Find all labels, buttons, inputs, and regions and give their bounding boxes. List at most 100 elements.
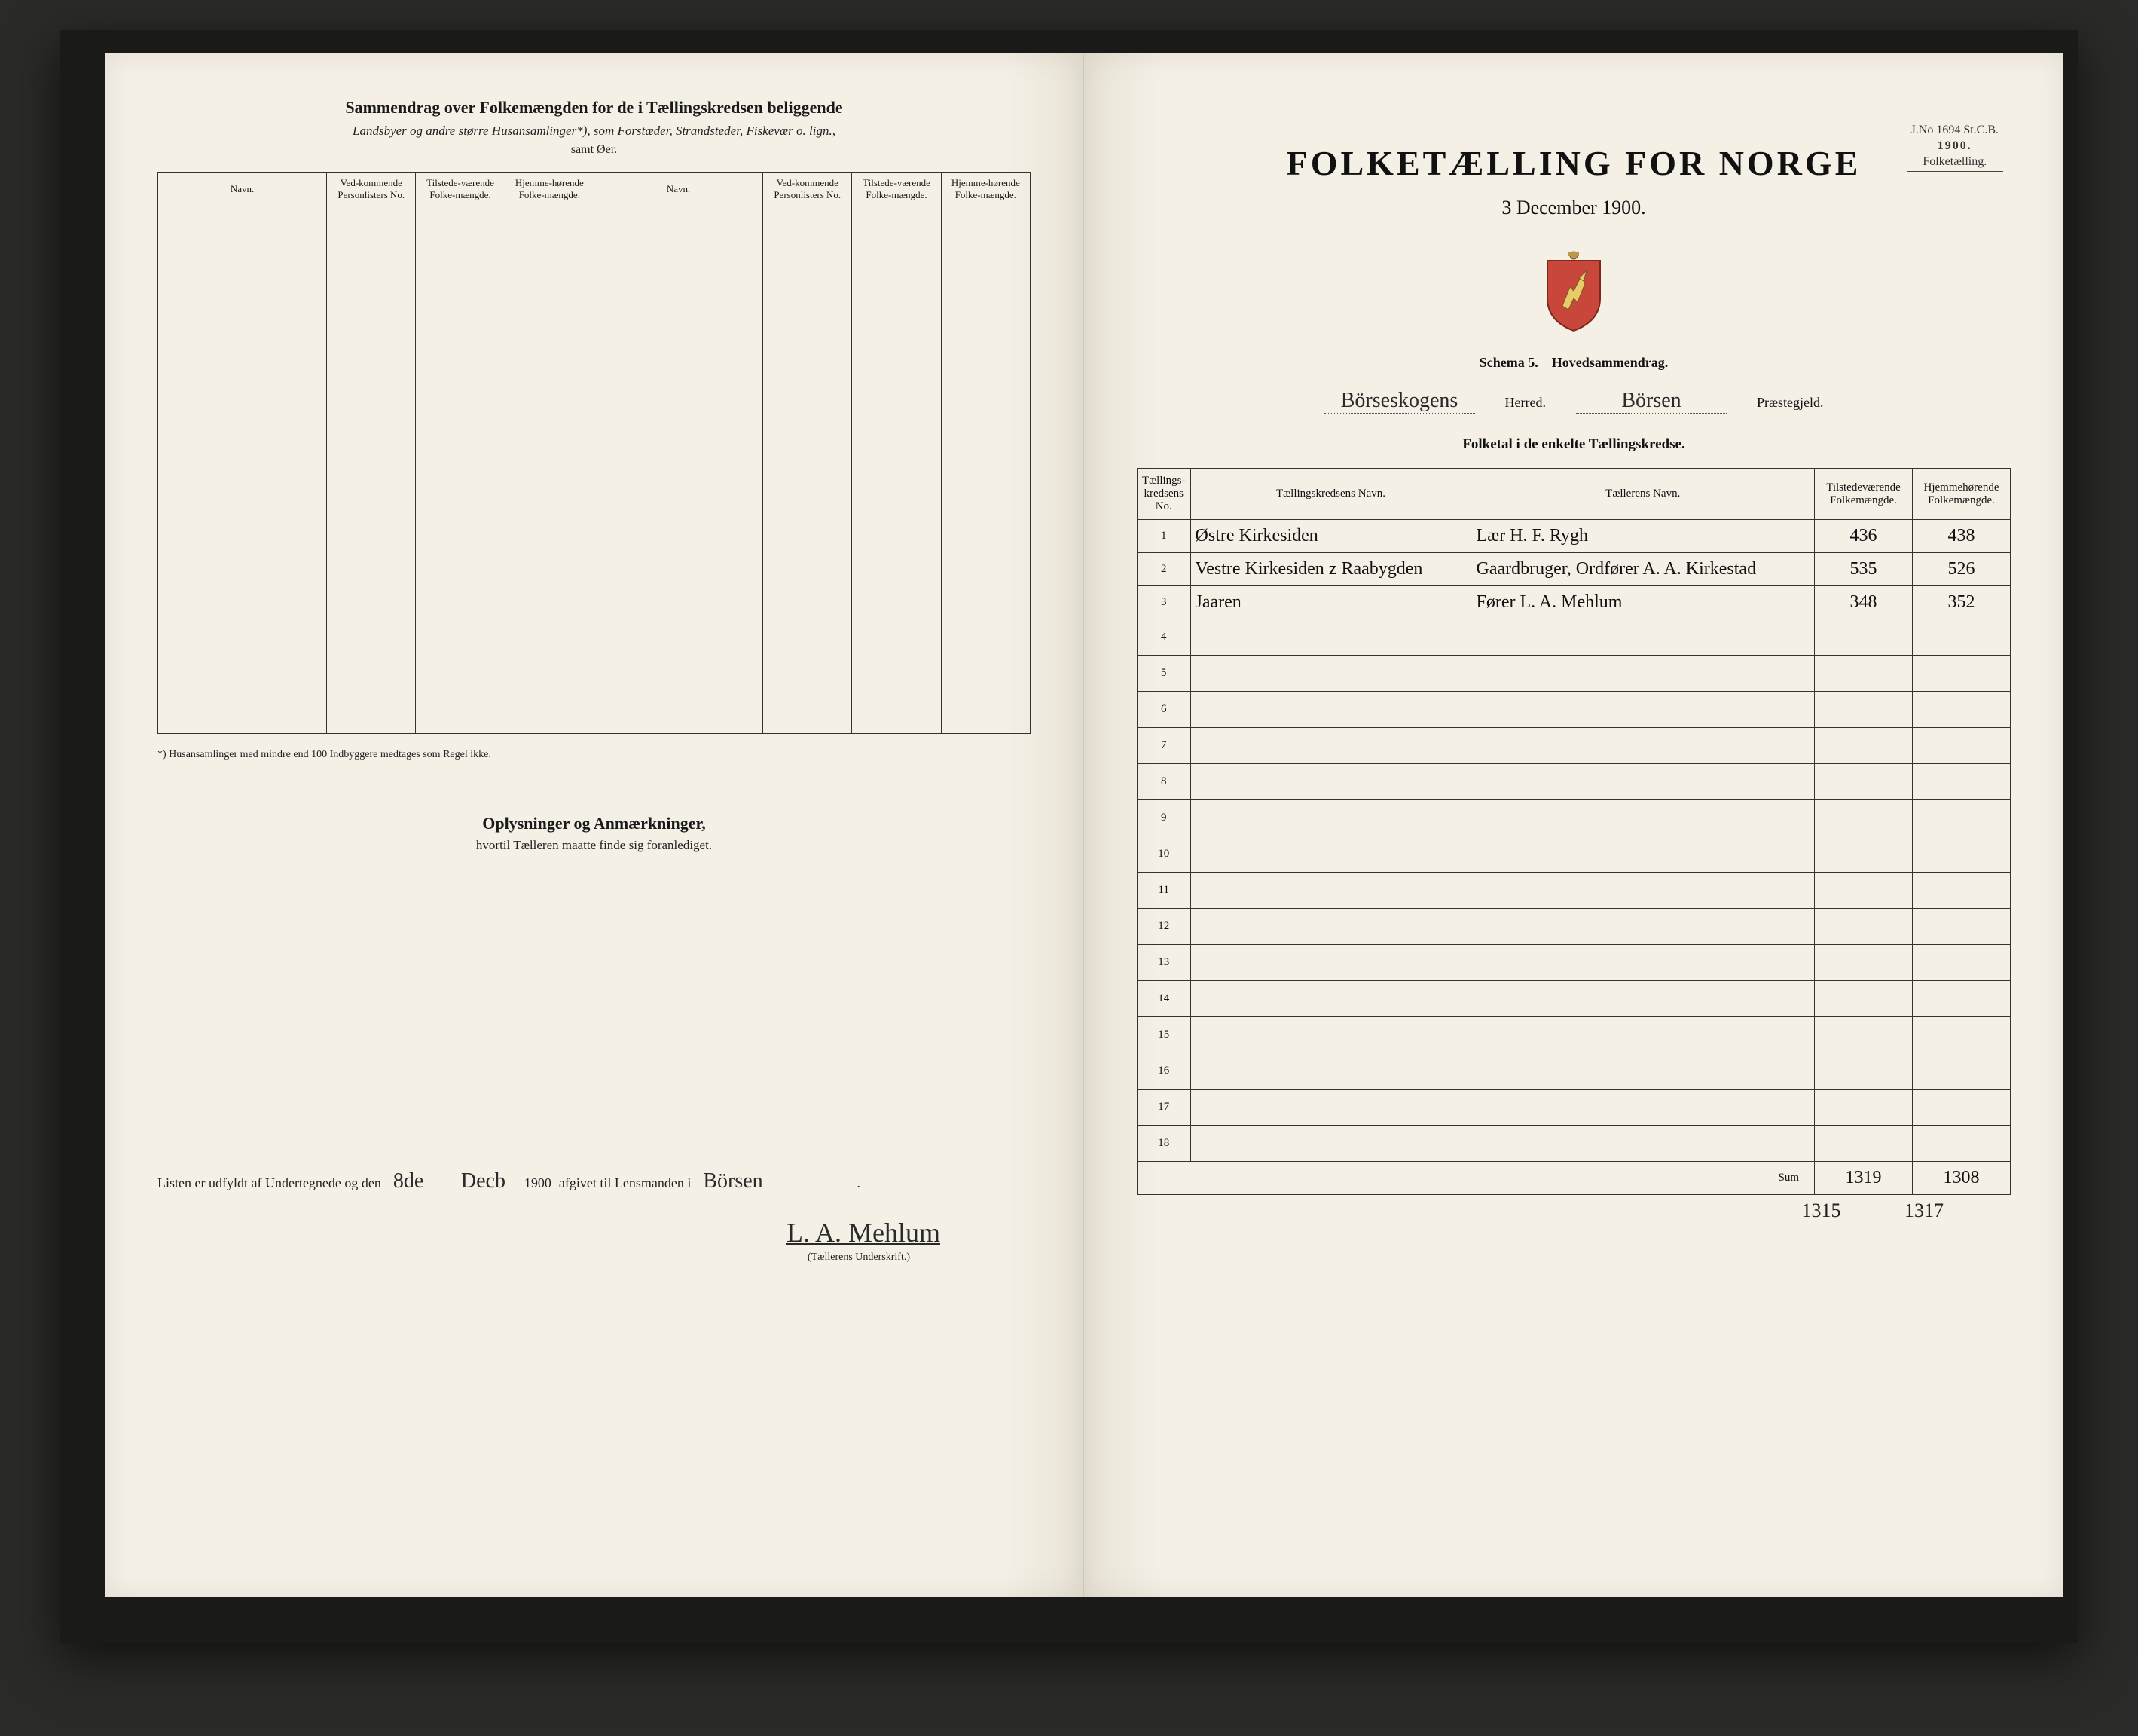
table-row-empty: 4 xyxy=(1138,619,2011,656)
left-subtitle2: samt Øer. xyxy=(157,143,1031,157)
summary-body-row xyxy=(158,206,1031,734)
table-row-empty: 15 xyxy=(1138,1017,2011,1053)
stamp-year: 1900. xyxy=(1911,139,1999,154)
table-row-empty: 17 xyxy=(1138,1090,2011,1126)
sum-tilst: 1319 xyxy=(1815,1162,1913,1195)
row-tilst: 535 xyxy=(1815,553,1913,586)
coat-of-arms-icon xyxy=(1540,249,1608,332)
fill-place: Börsen xyxy=(698,1169,849,1194)
census-title: FOLKETÆLLING FOR NORGE xyxy=(1137,143,2011,183)
kcol-no: Tællings-kredsens No. xyxy=(1138,469,1191,520)
row-no: 9 xyxy=(1138,800,1191,836)
kcol-navn: Tællingskredsens Navn. xyxy=(1190,469,1471,520)
row-no: 18 xyxy=(1138,1126,1191,1162)
completion-line: Listen er udfyldt af Undertegnede og den… xyxy=(157,1169,1031,1194)
remarks-sub: hvortil Tælleren maatte finde sig foranl… xyxy=(157,838,1031,853)
row-no: 2 xyxy=(1138,553,1191,586)
table-row-empty: 12 xyxy=(1138,909,2011,945)
table-row-empty: 7 xyxy=(1138,728,2011,764)
remarks-title: Oplysninger og Anmærkninger, xyxy=(157,814,1031,833)
signature-block: L. A. Mehlum xyxy=(157,1217,1031,1249)
table-row-empty: 16 xyxy=(1138,1053,2011,1090)
col-navn-2: Navn. xyxy=(594,173,762,206)
row-no: 3 xyxy=(1138,586,1191,619)
row-no: 13 xyxy=(1138,945,1191,981)
footnote: *) Husansamlinger med mindre end 100 Ind… xyxy=(157,749,1031,761)
sum2-hjem: 1317 xyxy=(1875,1200,1973,1222)
row-no: 5 xyxy=(1138,656,1191,692)
col-hjem-1: Hjemme-hørende Folke-mængde. xyxy=(505,173,594,206)
row-tilst: 348 xyxy=(1815,586,1913,619)
summary-table: Navn. Ved-kommende Personlisters No. Til… xyxy=(157,172,1031,734)
row-no: 4 xyxy=(1138,619,1191,656)
row-navn: Vestre Kirkesiden z Raabygden xyxy=(1190,553,1471,586)
table-row-empty: 6 xyxy=(1138,692,2011,728)
row-hjem: 352 xyxy=(1913,586,2011,619)
table-row-empty: 13 xyxy=(1138,945,2011,981)
table-row-empty: 14 xyxy=(1138,981,2011,1017)
sum-hjem: 1308 xyxy=(1913,1162,2011,1195)
herred-value: Börseskogens xyxy=(1324,389,1475,414)
kcol-taeller: Tællerens Navn. xyxy=(1471,469,1815,520)
fill-mid: afgivet til Lensmanden i xyxy=(559,1175,691,1191)
col-tilst-2: Tilstede-værende Folke-mængde. xyxy=(852,173,941,206)
row-no: 10 xyxy=(1138,836,1191,873)
right-page: J.No 1694 St.C.B. 1900. Folketælling. FO… xyxy=(1084,53,2063,1597)
table-row-empty: 8 xyxy=(1138,764,2011,800)
schema-title: Hovedsammendrag. xyxy=(1552,355,1669,370)
kreds-table: Tællings-kredsens No. Tællingskredsens N… xyxy=(1137,468,2011,1195)
sum-label: Sum xyxy=(1138,1162,1815,1195)
table-row: 3JaarenFører L. A. Mehlum348352 xyxy=(1138,586,2011,619)
sum2-tilst: 1315 xyxy=(1773,1200,1871,1222)
row-no: 12 xyxy=(1138,909,1191,945)
stamp-top: J.No 1694 St.C.B. xyxy=(1911,123,1999,139)
praeste-label: Præstegjeld. xyxy=(1757,395,1824,411)
row-tilst: 436 xyxy=(1815,520,1913,553)
sum-row: Sum 1319 1308 xyxy=(1138,1162,2011,1195)
signature-caption: (Tællerens Underskrift.) xyxy=(157,1252,1031,1264)
col-vedk-1: Ved-kommende Personlisters No. xyxy=(327,173,416,206)
table-row: 1Østre KirkesidenLær H. F. Rygh436438 xyxy=(1138,520,2011,553)
archive-stamp: J.No 1694 St.C.B. 1900. Folketælling. xyxy=(1907,121,2003,172)
table-row-empty: 18 xyxy=(1138,1126,2011,1162)
schema-label: Schema 5. xyxy=(1480,355,1538,370)
col-hjem-2: Hjemme-hørende Folke-mængde. xyxy=(941,173,1030,206)
row-no: 11 xyxy=(1138,873,1191,909)
table-row-empty: 5 xyxy=(1138,656,2011,692)
row-hjem: 438 xyxy=(1913,520,2011,553)
row-no: 15 xyxy=(1138,1017,1191,1053)
row-no: 8 xyxy=(1138,764,1191,800)
praeste-value: Börsen xyxy=(1576,389,1727,414)
table-row-empty: 9 xyxy=(1138,800,2011,836)
col-tilst-1: Tilstede-værende Folke-mængde. xyxy=(416,173,505,206)
row-taeller: Gaardbruger, Ordfører A. A. Kirkestad xyxy=(1471,553,1815,586)
row-taeller: Lær H. F. Rygh xyxy=(1471,520,1815,553)
stamp-label: Folketælling. xyxy=(1911,154,1999,170)
left-title: Sammendrag over Folkemængden for de i Tæ… xyxy=(157,98,1031,118)
row-taeller: Fører L. A. Mehlum xyxy=(1471,586,1815,619)
book-spread: Sammendrag over Folkemængden for de i Tæ… xyxy=(60,30,2078,1643)
row-hjem: 526 xyxy=(1913,553,2011,586)
kcol-tilst: Tilstedeværende Folkemængde. xyxy=(1815,469,1913,520)
census-date: 3 December 1900. xyxy=(1137,197,2011,219)
row-no: 17 xyxy=(1138,1090,1191,1126)
fill-year: 1900 xyxy=(524,1175,551,1191)
fill-day: 8de xyxy=(389,1169,449,1194)
col-vedk-2: Ved-kommende Personlisters No. xyxy=(763,173,852,206)
row-navn: Jaaren xyxy=(1190,586,1471,619)
fill-month: Decb xyxy=(457,1169,517,1194)
district-line: Börseskogens Herred. Börsen Præstegjeld. xyxy=(1137,389,2011,414)
table-row: 2Vestre Kirkesiden z RaabygdenGaardbruge… xyxy=(1138,553,2011,586)
schema-line: Schema 5. Hovedsammendrag. xyxy=(1137,355,2011,371)
herred-label: Herred. xyxy=(1505,395,1546,411)
row-no: 16 xyxy=(1138,1053,1191,1090)
left-subtitle: Landsbyer og andre større Husansamlinger… xyxy=(157,124,1031,139)
row-no: 6 xyxy=(1138,692,1191,728)
row-no: 1 xyxy=(1138,520,1191,553)
row-navn: Østre Kirkesiden xyxy=(1190,520,1471,553)
sum-row-2: 1315 1317 xyxy=(1137,1200,2011,1222)
table-row-empty: 10 xyxy=(1138,836,2011,873)
fill-prefix: Listen er udfyldt af Undertegnede og den xyxy=(157,1175,381,1191)
signature: L. A. Mehlum xyxy=(786,1218,940,1248)
table-row-empty: 11 xyxy=(1138,873,2011,909)
